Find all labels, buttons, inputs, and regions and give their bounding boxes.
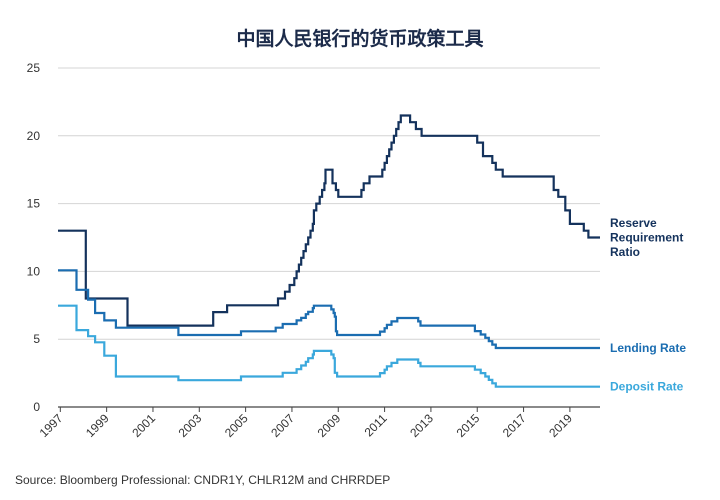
x-tick-label: 2005 (222, 411, 251, 440)
series-line (58, 114, 600, 327)
x-tick-label: 2017 (500, 411, 529, 440)
grid (58, 67, 600, 408)
x-tick-label: 2019 (546, 411, 575, 440)
series-lines (58, 114, 600, 388)
y-tick-label: 20 (27, 129, 41, 143)
source-note: Source: Bloomberg Professional: CNDR1Y, … (15, 473, 390, 487)
legend-label: Reserve (610, 216, 657, 230)
x-tick-label: 2013 (407, 411, 436, 440)
x-tick-label: 1999 (83, 411, 112, 440)
y-tick-label: 15 (27, 197, 41, 211)
y-tick-label: 5 (33, 332, 40, 346)
legend-label: Requirement (610, 231, 683, 245)
x-axis-ticks: 1997 1999 2001 2003 2005 2007 2009 2011 2013 2015… (37, 407, 575, 440)
series-line (58, 269, 600, 350)
x-tick-label: 1997 (37, 411, 66, 440)
chart-title: 中国人民银行的货币政策工具 (236, 27, 483, 50)
x-tick-label: 2003 (176, 411, 205, 440)
y-tick-label: 10 (27, 264, 41, 278)
legend-label: Ratio (610, 245, 640, 259)
legend-label: Deposit Rate (610, 380, 684, 394)
y-tick-label: 25 (27, 61, 41, 75)
y-tick-label: 0 (33, 400, 40, 414)
y-axis-ticks: 0 5 10 15 20 25 (27, 61, 41, 414)
x-tick-label: 2015 (454, 411, 483, 440)
legend-label: Lending Rate (610, 341, 686, 355)
x-tick-label: 2007 (268, 411, 297, 440)
x-tick-label: 2009 (315, 411, 344, 440)
x-tick-label: 2001 (129, 411, 158, 440)
series-line (58, 304, 600, 388)
x-tick-label: 2011 (362, 411, 390, 439)
